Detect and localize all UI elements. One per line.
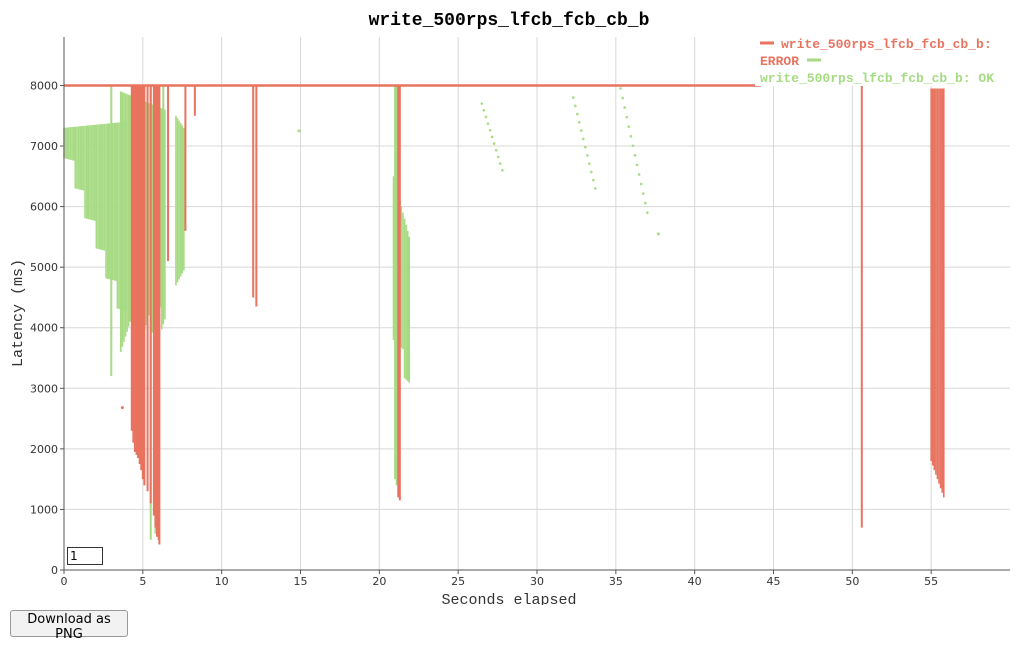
ok-point	[631, 144, 635, 148]
ok-point	[577, 121, 581, 124]
y-tick-label: 3000	[30, 382, 58, 395]
ok-point	[619, 87, 622, 90]
ok-point	[646, 211, 649, 214]
x-tick-label: 40	[688, 575, 702, 588]
y-tick-label: 7000	[30, 140, 58, 153]
legend-label-ok: write_500rps_lfcb_fcb_cb_b: OK	[760, 71, 994, 86]
x-tick-label: 20	[372, 575, 386, 588]
ok-point	[644, 201, 647, 205]
ok-point	[498, 162, 502, 165]
ok-point	[637, 173, 641, 176]
ok-point	[590, 170, 593, 174]
legend-background	[755, 36, 1010, 86]
ok-point	[297, 129, 301, 133]
x-tick-label: 45	[767, 575, 781, 588]
ok-point	[484, 115, 488, 119]
ok-point	[586, 154, 589, 157]
ok-point	[486, 122, 490, 125]
ok-point	[627, 125, 631, 128]
ok-point	[656, 232, 660, 236]
ok-point	[482, 108, 486, 112]
chart-tick-labels: 0 5 10 15 20 25 30 35 40 45 50 55 0 1000 2000 3000 4000 5…	[30, 79, 938, 588]
y-tick-label: 6000	[30, 201, 58, 214]
y-tick-label: 4000	[30, 322, 58, 335]
ok-point	[594, 187, 597, 190]
x-tick-label: 5	[139, 575, 146, 588]
x-tick-label: 35	[609, 575, 623, 588]
y-tick-label: 8000	[30, 79, 58, 92]
y-tick-label: 1000	[30, 503, 58, 516]
ok-point	[496, 155, 500, 159]
ok-point	[501, 168, 504, 172]
error-point	[120, 406, 124, 410]
x-tick-label: 30	[530, 575, 544, 588]
ok-point	[625, 115, 629, 119]
ok-point	[623, 106, 626, 109]
x-axis-label: Seconds elapsed	[441, 592, 576, 605]
chart-legend: write_500rps_lfcb_fcb_cb_b: ERROR write_…	[755, 36, 1010, 86]
download-png-button[interactable]: Download as PNG	[10, 610, 128, 642]
y-axis-label: Latency (ms)	[10, 259, 27, 367]
x-tick-label: 10	[215, 575, 229, 588]
y-tick-label: 0	[51, 564, 58, 577]
legend-label-error-part2: ERROR	[760, 54, 799, 69]
chart-plot-area	[63, 84, 945, 545]
ok-point	[592, 178, 595, 182]
ok-point	[633, 154, 637, 157]
error-series	[64, 84, 945, 545]
ok-point	[581, 137, 585, 141]
x-tick-label: 55	[924, 575, 938, 588]
x-tick-label: 50	[845, 575, 859, 588]
ok-point	[621, 96, 624, 100]
x-tick-label: 15	[294, 575, 308, 588]
ok-point	[492, 142, 496, 145]
chart-axes	[63, 37, 1010, 571]
x-tick-label: 25	[451, 575, 465, 588]
ok-point	[480, 102, 484, 105]
ok-point	[490, 135, 494, 139]
ok-point	[629, 134, 633, 138]
ok-point	[584, 145, 587, 149]
ok-point	[588, 162, 591, 165]
ok-point	[579, 129, 583, 132]
chart-grid	[60, 37, 1010, 574]
x-tick-label: 0	[61, 575, 68, 588]
ok-point	[573, 104, 577, 108]
ok-point	[571, 96, 575, 99]
legend-label-error-part1: write_500rps_lfcb_fcb_cb_b:	[781, 37, 992, 52]
y-tick-label: 5000	[30, 261, 58, 274]
ok-point	[641, 192, 645, 195]
chart-title: write_500rps_lfcb_fcb_cb_b	[369, 11, 650, 31]
ok-point	[635, 163, 639, 167]
latency-chart: write_500rps_lfcb_fcb_cb_b 0 5 10 15 20 25 30 3…	[10, 11, 1010, 605]
ok-point	[639, 182, 643, 186]
y-tick-label: 2000	[30, 443, 58, 456]
ok-point	[488, 128, 492, 132]
smoothing-input[interactable]	[67, 547, 103, 565]
ok-point	[575, 112, 579, 116]
ok-point	[494, 148, 498, 152]
